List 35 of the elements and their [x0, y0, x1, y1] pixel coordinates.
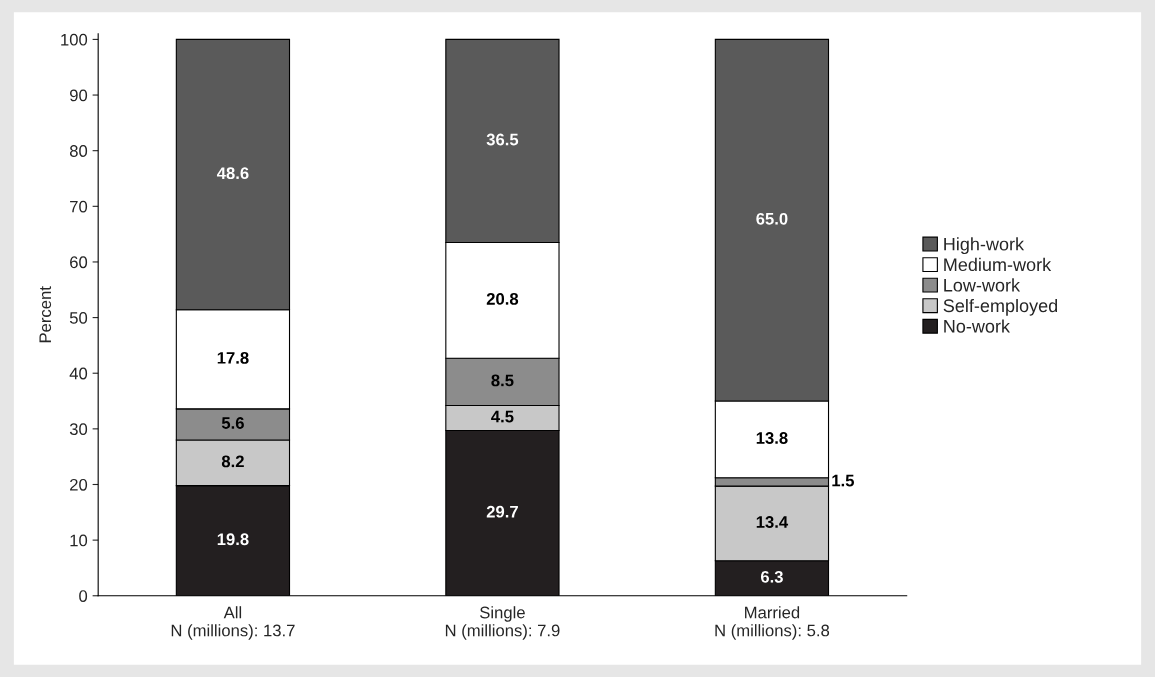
y-tick-label: 80 — [69, 145, 88, 157]
y-tick-label: 50 — [69, 311, 88, 324]
data-label: 8.2 — [221, 455, 244, 468]
y-tick-label: 70 — [70, 200, 88, 213]
data-label: 8.5 — [491, 374, 514, 387]
y-tick-label: 40 — [69, 367, 88, 380]
y-tick-label: 100 — [61, 33, 88, 46]
legend-label: Low-work — [944, 278, 1021, 292]
data-label: 36.5 — [486, 133, 519, 146]
data-label: 20.8 — [486, 293, 519, 305]
y-tick-label: 60 — [70, 256, 88, 269]
data-label: 5.6 — [221, 417, 244, 429]
y-tick-label: 10 — [70, 534, 88, 547]
x-tick-label: Single N (millions): 7.9 — [445, 606, 560, 640]
y-tick-label: 20 — [70, 478, 88, 491]
data-label: 1.5 — [832, 474, 854, 487]
y-tick-label: 90 — [70, 89, 88, 102]
data-label: 65.0 — [756, 212, 788, 225]
legend-label: Medium-work — [944, 257, 1052, 272]
y-tick-label: 30 — [69, 423, 88, 436]
legend-label: High-work — [944, 237, 1025, 255]
data-label: 4.5 — [491, 410, 514, 423]
data-label: 6.3 — [760, 570, 783, 583]
data-label: 13.4 — [756, 516, 789, 528]
data-label: 13.8 — [756, 432, 788, 444]
y-axis-title: Percent — [39, 286, 52, 343]
data-label: 29.7 — [486, 505, 518, 518]
data-label: 48.6 — [216, 167, 249, 180]
x-tick-label: All N (millions): 13.7 — [171, 606, 295, 640]
data-label: 17.8 — [217, 351, 249, 364]
y-tick-label: 0 — [79, 590, 88, 602]
legend-label: Self-employed — [943, 298, 1058, 316]
legend-label: No-work — [944, 319, 1011, 333]
x-tick-label: Married N (millions): 5.8 — [715, 606, 830, 640]
data-label: 19.8 — [217, 533, 249, 546]
